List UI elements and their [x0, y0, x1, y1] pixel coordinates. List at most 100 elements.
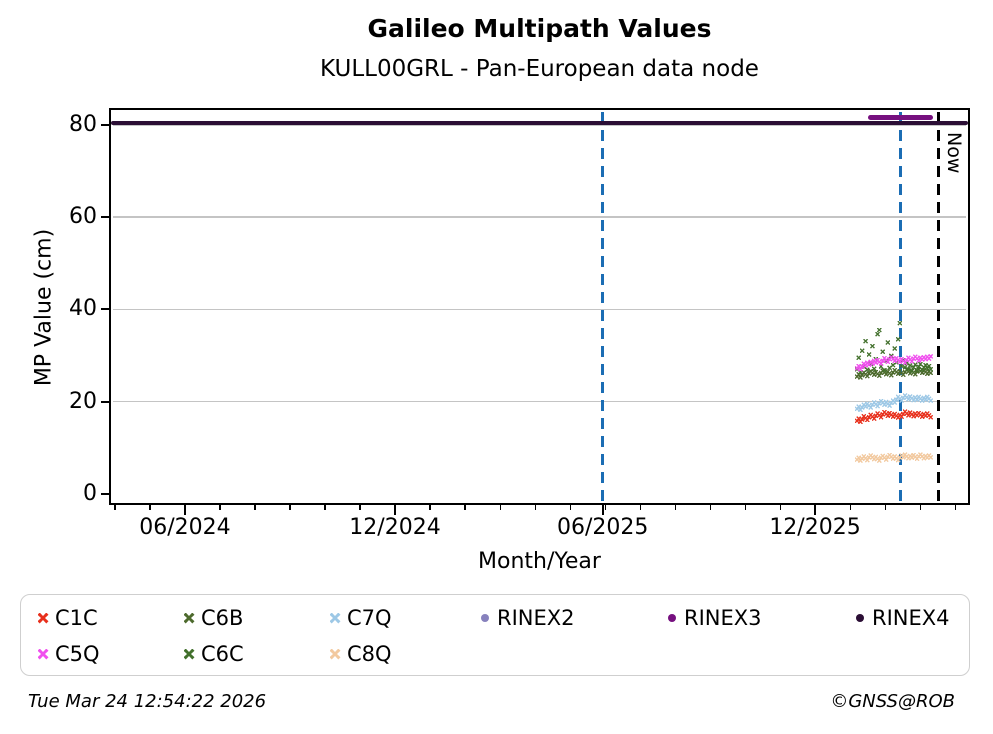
x-minor-tick [324, 505, 326, 510]
data-point-c1c [890, 414, 896, 420]
x-major-tick [394, 505, 396, 515]
data-point-c5q [866, 362, 872, 368]
data-point-c6b [876, 373, 882, 379]
data-point-c5q [926, 356, 932, 362]
data-point-c6b [854, 374, 860, 380]
data-point-c6c [856, 355, 862, 361]
data-point-c1c [914, 412, 920, 418]
data-point-c5q [885, 359, 891, 365]
data-point-c5q [859, 364, 865, 370]
x-minor-tick [639, 505, 642, 510]
data-point-c7q [905, 396, 911, 402]
data-point-c6c [911, 364, 917, 370]
x-minor-tick [289, 505, 291, 510]
data-point-c6c [854, 366, 860, 372]
data-point-c6c [917, 361, 923, 367]
data-point-c1c [856, 416, 862, 422]
data-point-c1c [864, 417, 870, 423]
data-point-c7q [863, 404, 869, 410]
legend-label-rinex4: RINEX4 [872, 606, 950, 630]
data-point-c8q [928, 454, 934, 460]
data-point-c7q [912, 394, 918, 400]
data-point-c5q [869, 361, 875, 367]
data-point-c6c [902, 364, 908, 370]
data-point-c6c [875, 331, 881, 337]
legend-marker-c8q [329, 648, 341, 660]
data-point-c6b [907, 370, 913, 376]
data-point-c5q [880, 358, 886, 364]
x-minor-tick [709, 505, 712, 510]
data-point-c6b [871, 372, 877, 378]
legend-label-c6c: C6C [201, 642, 244, 666]
x-tick-label: 12/2025 [769, 515, 861, 540]
data-point-c6b [890, 369, 896, 375]
data-point-c7q [914, 397, 920, 403]
data-point-c8q [871, 456, 877, 462]
y-tick [101, 492, 109, 495]
reference-vline [601, 112, 605, 503]
data-point-c8q [914, 456, 920, 462]
data-point-c6c [926, 363, 932, 369]
data-point-c1c [866, 414, 872, 420]
data-point-c7q [928, 398, 934, 404]
data-point-c6c [857, 369, 863, 375]
x-minor-tick [919, 505, 922, 510]
data-point-c6c [905, 366, 911, 372]
x-major-tick [814, 505, 817, 515]
x-minor-tick [779, 505, 782, 510]
data-point-c6c [924, 365, 930, 371]
data-point-c6b [878, 370, 884, 376]
data-point-c1c [880, 411, 886, 417]
x-minor-tick [149, 505, 151, 510]
data-point-c7q [893, 397, 899, 403]
data-point-c6b [902, 369, 908, 375]
data-point-c1c [859, 417, 865, 422]
data-point-c5q [897, 359, 903, 365]
y-gridline [113, 308, 966, 311]
data-point-c6b [914, 369, 920, 375]
x-minor-tick [534, 505, 537, 510]
data-point-c6c [885, 339, 891, 345]
data-point-c7q [869, 402, 875, 408]
data-point-c6c [897, 320, 903, 326]
data-point-c6c [914, 367, 920, 373]
data-point-c6b [856, 371, 862, 377]
data-point-c1c [919, 414, 925, 420]
legend-label-c8q: C8Q [347, 642, 392, 666]
x-minor-tick [744, 505, 747, 510]
data-point-c6c [890, 362, 896, 368]
data-point-c5q [856, 363, 862, 369]
data-point-c6c [904, 360, 910, 366]
data-point-c6c [923, 362, 929, 368]
data-point-c6c [921, 364, 927, 370]
x-tick-label: 12/2024 [349, 515, 441, 540]
x-axis-label: Month/Year [478, 549, 601, 574]
y-tick [101, 123, 109, 126]
x-minor-tick [569, 505, 572, 510]
x-tick-label: 06/2025 [556, 515, 649, 540]
legend-marker-c7q [329, 612, 341, 624]
y-tick-label: 20 [69, 388, 97, 414]
data-point-c6b [912, 371, 918, 377]
data-point-c7q [900, 395, 906, 401]
footer-timestamp: Tue Mar 24 12:54:22 2026 [28, 691, 267, 712]
y-tick-label: 80 [69, 111, 97, 137]
footer-credit: ©GNSS@ROB [830, 691, 955, 712]
data-point-c6c [928, 366, 934, 372]
legend-label-c1c: C1C [55, 606, 98, 630]
data-point-c1c [911, 413, 917, 419]
data-point-c6c [919, 367, 925, 373]
legend-marker-c6c [183, 648, 195, 660]
data-point-c1c [857, 419, 863, 425]
data-point-c7q [881, 402, 887, 408]
data-point-c8q [924, 455, 930, 461]
chart-title: Galileo Multipath Values [367, 14, 712, 43]
data-point-c5q [916, 357, 922, 363]
data-point-c6c [912, 362, 918, 368]
y-tick-label: 0 [83, 480, 97, 506]
now-label: Now [943, 132, 965, 174]
data-point-c6c [880, 349, 886, 355]
x-minor-tick [464, 505, 466, 510]
legend-marker-rinex4 [856, 614, 864, 622]
